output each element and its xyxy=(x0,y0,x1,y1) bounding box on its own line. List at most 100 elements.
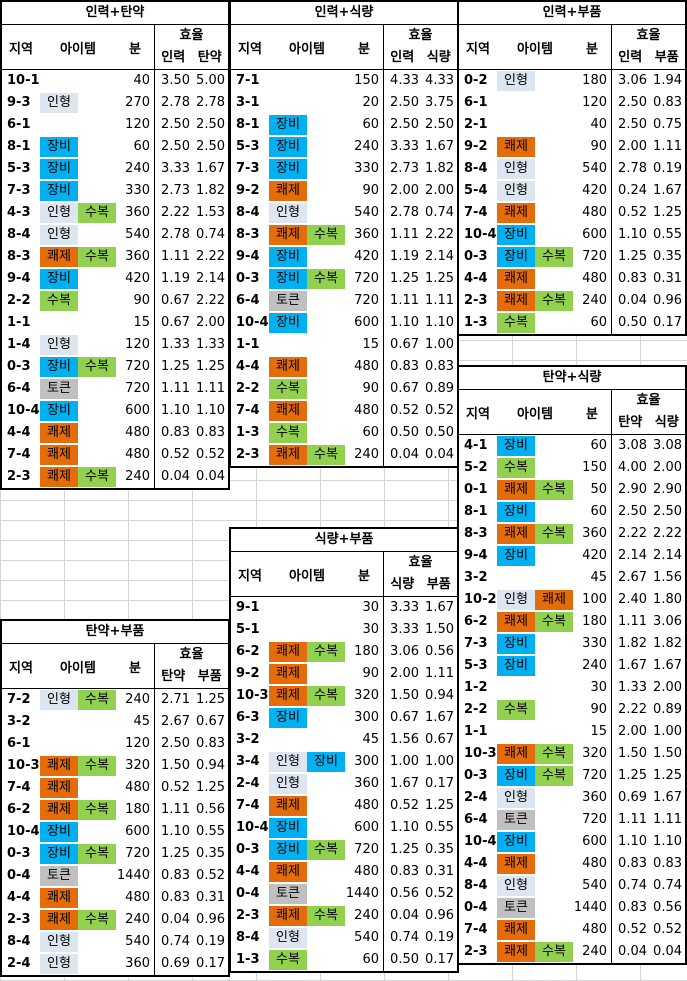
header-efficiency-group: 효율 탄약 부품 xyxy=(154,644,228,688)
item-cell xyxy=(535,269,573,289)
item-cell: 인형 xyxy=(269,203,307,223)
efficiency-cell: 1.00 xyxy=(425,337,454,352)
efficiency-cell: 1.10 xyxy=(196,403,225,418)
header-efficiency: 효율 xyxy=(636,28,661,43)
item-cell: 쾌제 xyxy=(497,524,535,544)
minutes-cell: 20 xyxy=(362,95,379,110)
table-row: 6-2 쾌제 수복 180 1.11 0.56 xyxy=(2,799,228,821)
item-cell: 토큰 xyxy=(497,810,535,830)
item-cell: 장비 xyxy=(40,844,78,864)
table-row: 9-3 인형 270 2.78 2.78 xyxy=(2,92,228,114)
efficiency-cell: 2.00 xyxy=(425,183,454,198)
efficiency-cell: 1.10 xyxy=(383,817,422,839)
table-row: 8-1 장비 60 2.50 2.50 xyxy=(2,136,228,158)
efficiency-cell: 0.04 xyxy=(611,941,650,963)
header-item: 아이템 xyxy=(517,406,553,422)
item-cell xyxy=(78,225,116,245)
table-row: 9-4 장비 420 1.19 2.14 xyxy=(231,246,457,268)
region-cell: 6-1 xyxy=(464,95,488,110)
table-row: 10-2 인형 쾌제 100 2.40 1.80 xyxy=(459,589,685,611)
efficiency-cell: 0.17 xyxy=(425,952,454,967)
table-row: 1-3 수복 60 0.50 0.50 xyxy=(231,422,457,444)
item-cell: 쾌제 xyxy=(497,480,535,500)
item-cell: 인형 xyxy=(497,876,535,896)
item-cell xyxy=(307,708,345,728)
item-cell xyxy=(78,734,116,754)
region-cell: 10-4 xyxy=(236,315,269,330)
minutes-cell: 30 xyxy=(362,622,379,637)
efficiency-cell: 1.33 xyxy=(154,334,193,356)
item-cell xyxy=(307,862,345,882)
efficiency-cell: 2.67 xyxy=(154,711,193,733)
region-cell: 5-3 xyxy=(464,658,488,673)
header-resource-2: 부품 xyxy=(197,669,222,684)
item-cell: 쾌제 xyxy=(497,269,535,289)
efficiency-cell: 2.00 xyxy=(383,663,422,685)
item-cell xyxy=(78,445,116,465)
efficiency-cell: 1.10 xyxy=(611,224,650,246)
table-row: 2-2 수복 90 0.67 0.89 xyxy=(231,378,457,400)
minutes-cell: 60 xyxy=(362,117,379,132)
region-cell: 2-4 xyxy=(236,776,260,791)
table-row: 6-2 쾌제 수복 180 3.06 0.56 xyxy=(231,641,457,663)
efficiency-cell: 1.11 xyxy=(425,293,454,308)
region-cell: 10-3 xyxy=(464,746,497,761)
efficiency-cell: 1.00 xyxy=(425,754,454,769)
item-cell xyxy=(78,423,116,443)
minutes-cell: 150 xyxy=(354,73,379,88)
table-row: 10-4 장비 600 1.10 1.10 xyxy=(231,312,457,334)
item-cell: 인형 xyxy=(269,928,307,948)
region-cell: 5-3 xyxy=(236,139,260,154)
region-cell: 2-4 xyxy=(464,790,488,805)
region-cell: 0-4 xyxy=(464,900,488,915)
item-cell: 쾌제 xyxy=(269,906,307,926)
minutes-cell: 240 xyxy=(354,447,379,462)
efficiency-cell: 0.52 xyxy=(425,886,454,901)
efficiency-cell: 0.31 xyxy=(653,271,682,286)
minutes-cell: 600 xyxy=(354,315,379,330)
item-cell xyxy=(307,664,345,684)
efficiency-cell: 0.24 xyxy=(611,180,650,202)
region-cell: 9-4 xyxy=(7,271,31,286)
region-cell: 2-2 xyxy=(7,293,31,308)
minutes-cell: 60 xyxy=(362,952,379,967)
efficiency-cell: 0.74 xyxy=(653,878,682,893)
table-row: 4-4 쾌제 480 0.83 0.31 xyxy=(2,887,228,909)
efficiency-cell: 2.22 xyxy=(611,699,650,721)
region-cell: 5-1 xyxy=(236,622,260,637)
table-row: 8-1 장비 60 2.50 2.50 xyxy=(459,501,685,523)
table-title: 인력+탄약 xyxy=(2,2,228,25)
item-cell: 쾌제 xyxy=(40,778,78,798)
item-cell xyxy=(535,832,573,852)
table-row: 6-4 토큰 720 1.11 1.11 xyxy=(459,809,685,831)
minutes-cell: 540 xyxy=(354,930,379,945)
efficiency-cell: 0.67 xyxy=(383,378,422,400)
minutes-cell: 1440 xyxy=(573,900,607,915)
efficiency-cell: 1.33 xyxy=(196,337,225,352)
item-cell: 토큰 xyxy=(40,866,78,886)
table-manpower-parts: 인력+부품 지역 아이템 분 효율 인력 부품 0-2 인형 180 3.06 1.94 6-1 120 2… xyxy=(457,0,687,336)
table-row: 0-3 장비 수복 720 1.25 1.25 xyxy=(2,356,228,378)
table-row: 10-4 장비 600 1.10 1.10 xyxy=(459,831,685,853)
table-row: 6-4 토큰 720 1.11 1.11 xyxy=(2,378,228,400)
item-cell: 장비 xyxy=(269,269,307,289)
minutes-cell: 540 xyxy=(125,934,150,949)
minutes-cell: 360 xyxy=(125,956,150,971)
header-region: 지역 xyxy=(238,41,262,57)
efficiency-cell: 0.52 xyxy=(383,400,422,422)
efficiency-cell: 1.25 xyxy=(425,271,454,286)
header-efficiency: 효율 xyxy=(408,28,433,43)
item-cell: 장비 xyxy=(269,708,307,728)
table-row: 4-3 인형 수복 360 2.22 1.53 xyxy=(2,202,228,224)
efficiency-cell: 0.67 xyxy=(383,334,422,356)
table-row: 1-1 15 2.00 1.00 xyxy=(459,721,685,743)
item-cell: 장비 xyxy=(40,181,78,201)
efficiency-cell: 4.33 xyxy=(425,73,454,88)
header-resource-1: 식량 xyxy=(390,577,415,592)
efficiency-cell: 2.73 xyxy=(154,180,193,202)
efficiency-cell: 1.82 xyxy=(196,183,225,198)
efficiency-cell: 1.25 xyxy=(425,798,454,813)
region-cell: 2-3 xyxy=(7,469,31,484)
item-cell: 쾌제 xyxy=(497,744,535,764)
efficiency-cell: 0.04 xyxy=(154,909,193,931)
